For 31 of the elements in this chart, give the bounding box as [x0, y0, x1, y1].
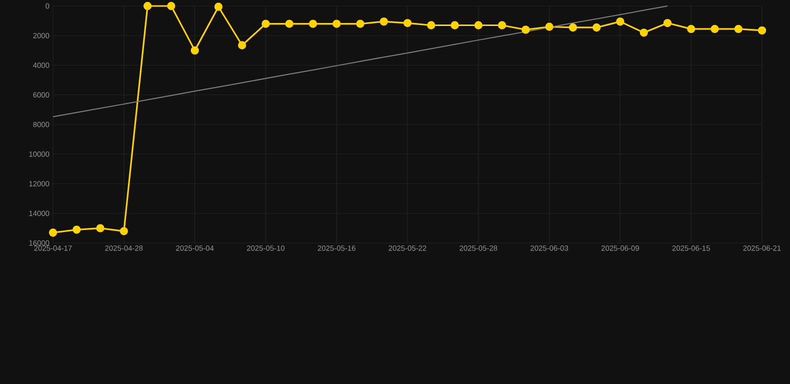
- point: [545, 22, 554, 31]
- point: [190, 46, 199, 55]
- point: [262, 20, 270, 28]
- point: [734, 24, 742, 34]
- point: [427, 21, 436, 30]
- point: [450, 21, 459, 30]
- point: [568, 23, 578, 32]
- point: [143, 2, 152, 10]
- point: [48, 228, 58, 237]
- point: [167, 2, 176, 10]
- point: [498, 21, 506, 30]
- point: [616, 17, 624, 26]
- point: [380, 17, 388, 26]
- point: [308, 20, 318, 28]
- point: [592, 23, 601, 32]
- point: [474, 21, 482, 30]
- point: [403, 18, 412, 28]
- point: [663, 18, 672, 28]
- point: [332, 20, 341, 28]
- point: [72, 226, 81, 234]
- point: [687, 24, 696, 34]
- point: [710, 24, 719, 34]
- point: [214, 2, 223, 11]
- point: [120, 227, 128, 236]
- point: [285, 20, 294, 28]
- point: [238, 41, 246, 50]
- point: [758, 26, 766, 35]
- point: [522, 26, 530, 34]
- point: [356, 20, 364, 28]
- point: [96, 224, 104, 232]
- point: [640, 28, 648, 37]
